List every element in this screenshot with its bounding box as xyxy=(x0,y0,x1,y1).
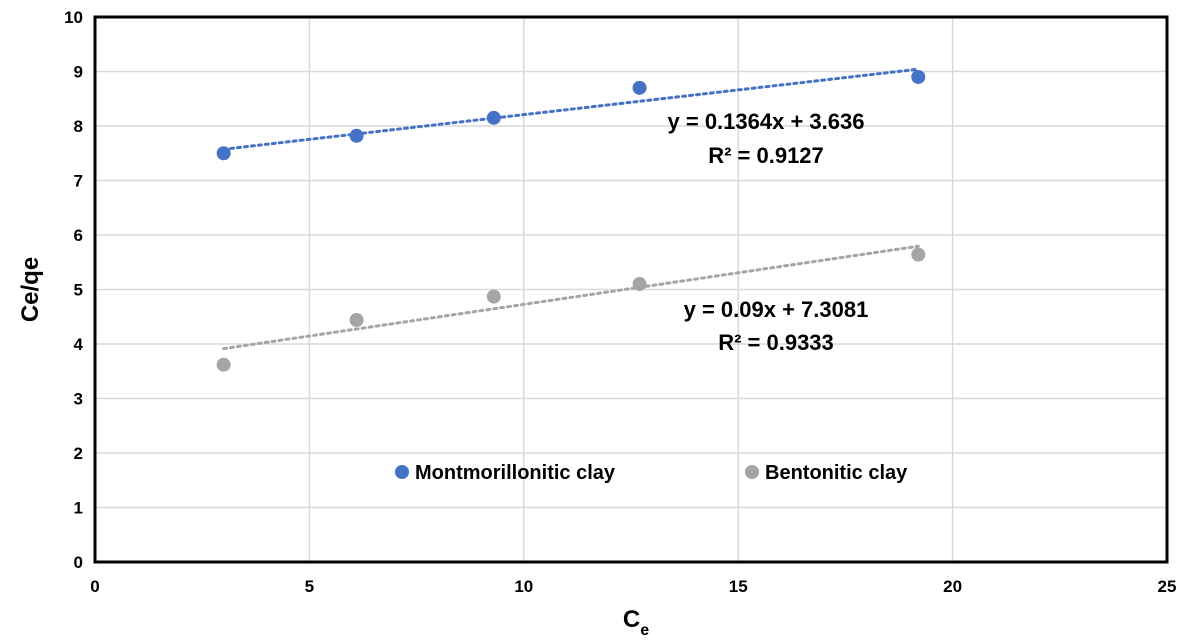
x-axis-title: Ce xyxy=(623,606,649,638)
x-tick-label: 25 xyxy=(1158,577,1177,596)
y-tick-label: 6 xyxy=(74,226,83,245)
y-tick-label: 2 xyxy=(74,444,83,463)
data-point xyxy=(911,247,926,262)
y-tick-label: 9 xyxy=(74,63,83,82)
legend-marker xyxy=(395,465,409,479)
data-points xyxy=(216,69,926,372)
data-point xyxy=(349,128,364,143)
trendline-equation: y = 0.1364x + 3.636 xyxy=(668,109,865,134)
data-point xyxy=(486,289,501,304)
data-point xyxy=(632,277,647,292)
y-axis-title: Ce/qe xyxy=(17,257,44,322)
data-point xyxy=(486,110,501,125)
legend-marker xyxy=(745,465,759,479)
data-point xyxy=(632,80,647,95)
legend: Montmorillonitic clay Bentonitic clay xyxy=(395,462,908,484)
y-tick-label: 7 xyxy=(74,172,83,191)
y-tick-label: 0 xyxy=(74,553,83,572)
data-point xyxy=(349,313,364,328)
x-tick-label: 10 xyxy=(514,577,533,596)
grid-lines xyxy=(95,17,1167,562)
trendline-r-squared: R² = 0.9127 xyxy=(708,143,824,168)
y-tick-label: 3 xyxy=(74,390,83,409)
y-tick-label: 8 xyxy=(74,117,83,136)
axes: 0 5 10 15 20 25 0 1 2 3 4 5 6 7 8 9 10 Ce Ce/qe xyxy=(17,8,1177,639)
y-tick-label: 1 xyxy=(74,499,83,518)
data-point xyxy=(216,146,231,161)
x-tick-label: 15 xyxy=(729,577,748,596)
legend-label: Montmorillonitic clay xyxy=(415,462,616,484)
plot-area-border xyxy=(93,15,1169,564)
trendlines xyxy=(222,67,920,351)
x-tick-label: 20 xyxy=(943,577,962,596)
x-tick-label: 5 xyxy=(305,577,314,596)
trendline-bentonitic xyxy=(222,244,920,351)
trendline-equation: y = 0.09x + 7.3081 xyxy=(684,297,869,322)
data-point xyxy=(911,69,926,84)
trendline-r-squared: R² = 0.9333 xyxy=(718,330,834,355)
legend-label: Bentonitic clay xyxy=(765,462,908,484)
y-tick-label: 5 xyxy=(74,281,83,300)
trendline-montmorillonitic xyxy=(222,67,920,151)
data-point xyxy=(216,357,231,372)
labels: y = 0.1364x + 3.636 R² = 0.9127 y = 0.09x … xyxy=(668,109,869,355)
y-tick-label: 10 xyxy=(64,8,83,27)
y-tick-label: 4 xyxy=(74,335,84,354)
x-tick-label: 0 xyxy=(90,577,99,596)
